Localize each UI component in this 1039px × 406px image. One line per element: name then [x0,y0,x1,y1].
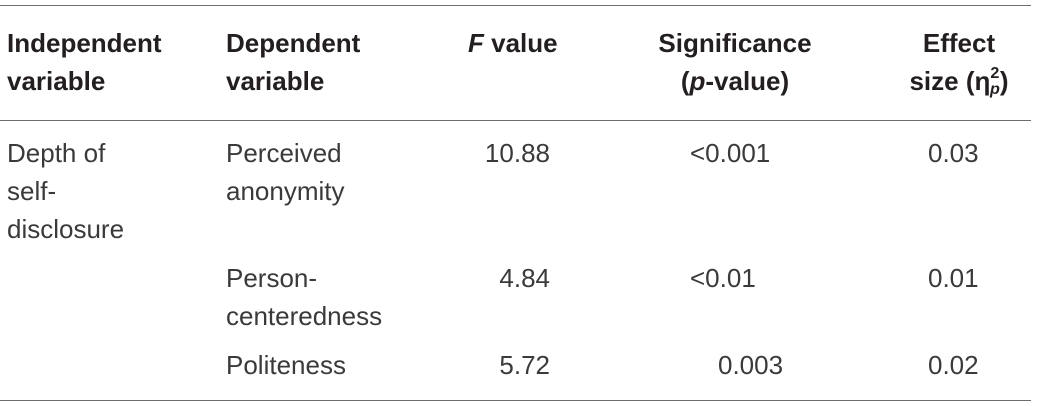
header-f-value: F value [468,28,558,58]
row-3-effect-size: 0.02 [928,350,979,380]
row-2-f-value: 4.84 [499,263,550,293]
header-independent-variable: Independent variable [7,28,162,96]
header-effect-size: Effect size (η2p) [909,28,1009,99]
row-2-significance: <0.01 [690,263,756,293]
row-2-dependent: Person- centeredness [226,263,383,331]
table-bottom-rule [0,400,1031,401]
row-3-significance: 0.003 [718,350,784,380]
row-2-effect-size: 0.01 [928,263,979,293]
header-significance: Significance (p-value) [658,28,812,96]
group-label-depth-of-self-disclosure: Depth of self- disclosure [7,138,125,244]
header-dependent-variable: Dependent variable [226,28,361,96]
row-1-f-value: 10.88 [484,138,550,168]
row-3-dependent: Politeness [226,350,346,380]
table-top-rule [0,5,1031,6]
row-1-effect-size: 0.03 [928,138,979,168]
row-1-significance: <0.001 [690,138,771,168]
row-3-f-value: 5.72 [499,350,550,380]
row-1-dependent: Perceived anonymity [226,138,345,206]
table-header-rule [0,120,1031,121]
